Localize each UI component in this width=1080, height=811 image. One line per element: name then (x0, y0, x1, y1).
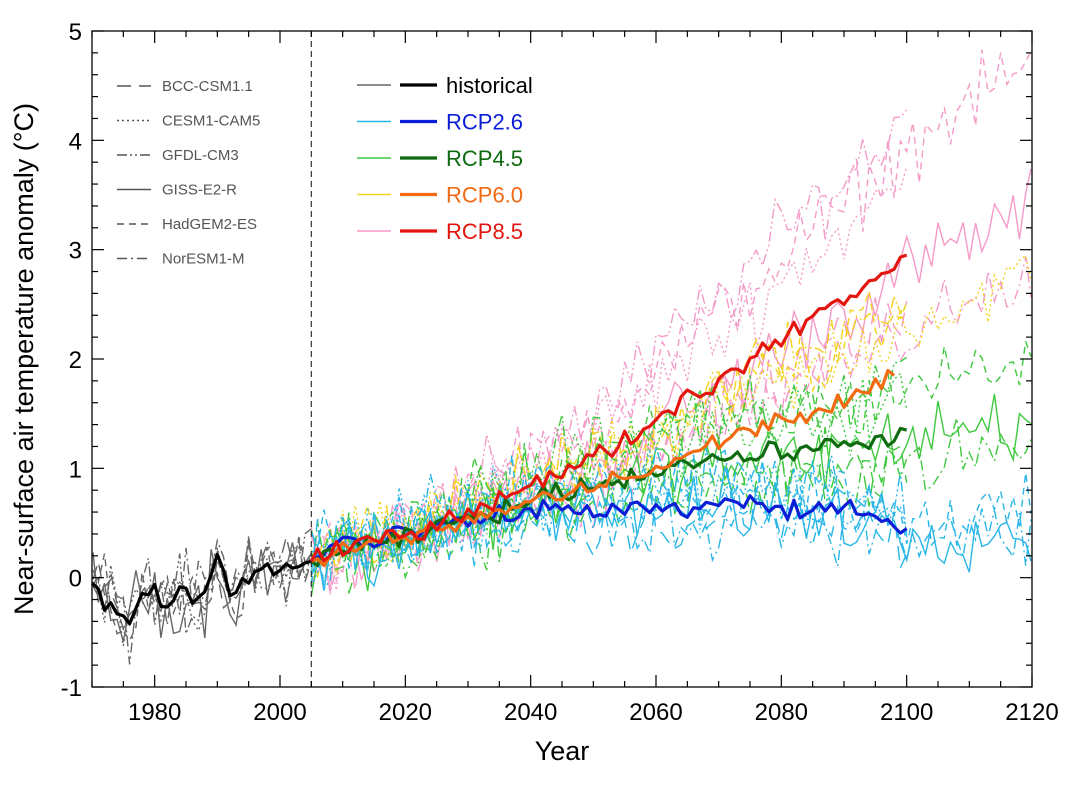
legend-layer: BCC-CSM1.1 CESM1-CAM5 GFDL-CM3 GISS-E2-R Had… (117, 73, 533, 268)
x-axis-label: Year (535, 736, 590, 766)
y-tick-label: 3 (69, 238, 82, 265)
y-tick-label: 1 (69, 456, 82, 483)
axes-layer: 1980 2000 2020 2040 2060 2080 2100 2120 -1 0 1 2 3 4 5 (61, 19, 1059, 726)
legend-model-label: HadGEM2-ES (162, 216, 257, 233)
model-line-historical (92, 542, 312, 642)
y-axis-label: Near-surface air temperature anomaly (°C… (9, 103, 39, 615)
mean-line-rcp60 (310, 368, 896, 568)
model-lines-layer (92, 49, 1032, 665)
model-line-rcp85 (310, 166, 908, 591)
x-tick-label: 2060 (629, 699, 682, 726)
model-line-rcp45 (311, 371, 908, 570)
legend-scenario-label: historical (446, 73, 533, 98)
y-tick-label: 2 (69, 347, 82, 374)
x-tick-label: 2020 (379, 699, 432, 726)
legend-model-label: BCC-CSM1.1 (162, 78, 253, 95)
model-line-rcp26 (310, 446, 908, 592)
y-tick-label: -1 (61, 675, 82, 702)
model-line-rcp26 (311, 466, 1032, 591)
x-tick-label: 2000 (253, 699, 306, 726)
legend-scenario-label: RCP8.5 (446, 219, 523, 244)
legend-model-label: CESM1-CAM5 (162, 113, 260, 130)
y-tick-label: 0 (69, 566, 82, 593)
legend-model-label: NorESM1-M (162, 251, 245, 268)
legend-scenario-label: RCP2.6 (446, 110, 523, 135)
model-line-historical (92, 538, 312, 665)
model-line-rcp26 (310, 454, 1032, 584)
x-tick-label: 1980 (128, 699, 181, 726)
x-tick-label: 2100 (880, 699, 933, 726)
x-tick-label: 2120 (1005, 699, 1058, 726)
mean-lines-layer (90, 253, 908, 626)
model-line-rcp26 (310, 449, 908, 587)
legend-scenario-label: RCP4.5 (446, 146, 523, 171)
mean-line-rcp85 (309, 253, 908, 563)
x-tick-label: 2040 (504, 699, 557, 726)
y-tick-label: 5 (69, 19, 82, 46)
model-line-rcp60 (310, 290, 908, 579)
model-line-rcp26 (310, 493, 1032, 576)
legend-model-label: GFDL-CM3 (162, 147, 239, 164)
x-tick-label: 2080 (755, 699, 808, 726)
mean-line-historical (90, 552, 312, 626)
y-tick-label: 4 (69, 128, 82, 155)
legend-model-label: GISS-E2-R (162, 182, 237, 199)
model-line-rcp45 (310, 341, 1032, 568)
model-line-historical (92, 536, 312, 643)
model-line-rcp45 (310, 356, 908, 569)
legend-scenario-label: RCP6.0 (446, 183, 523, 208)
